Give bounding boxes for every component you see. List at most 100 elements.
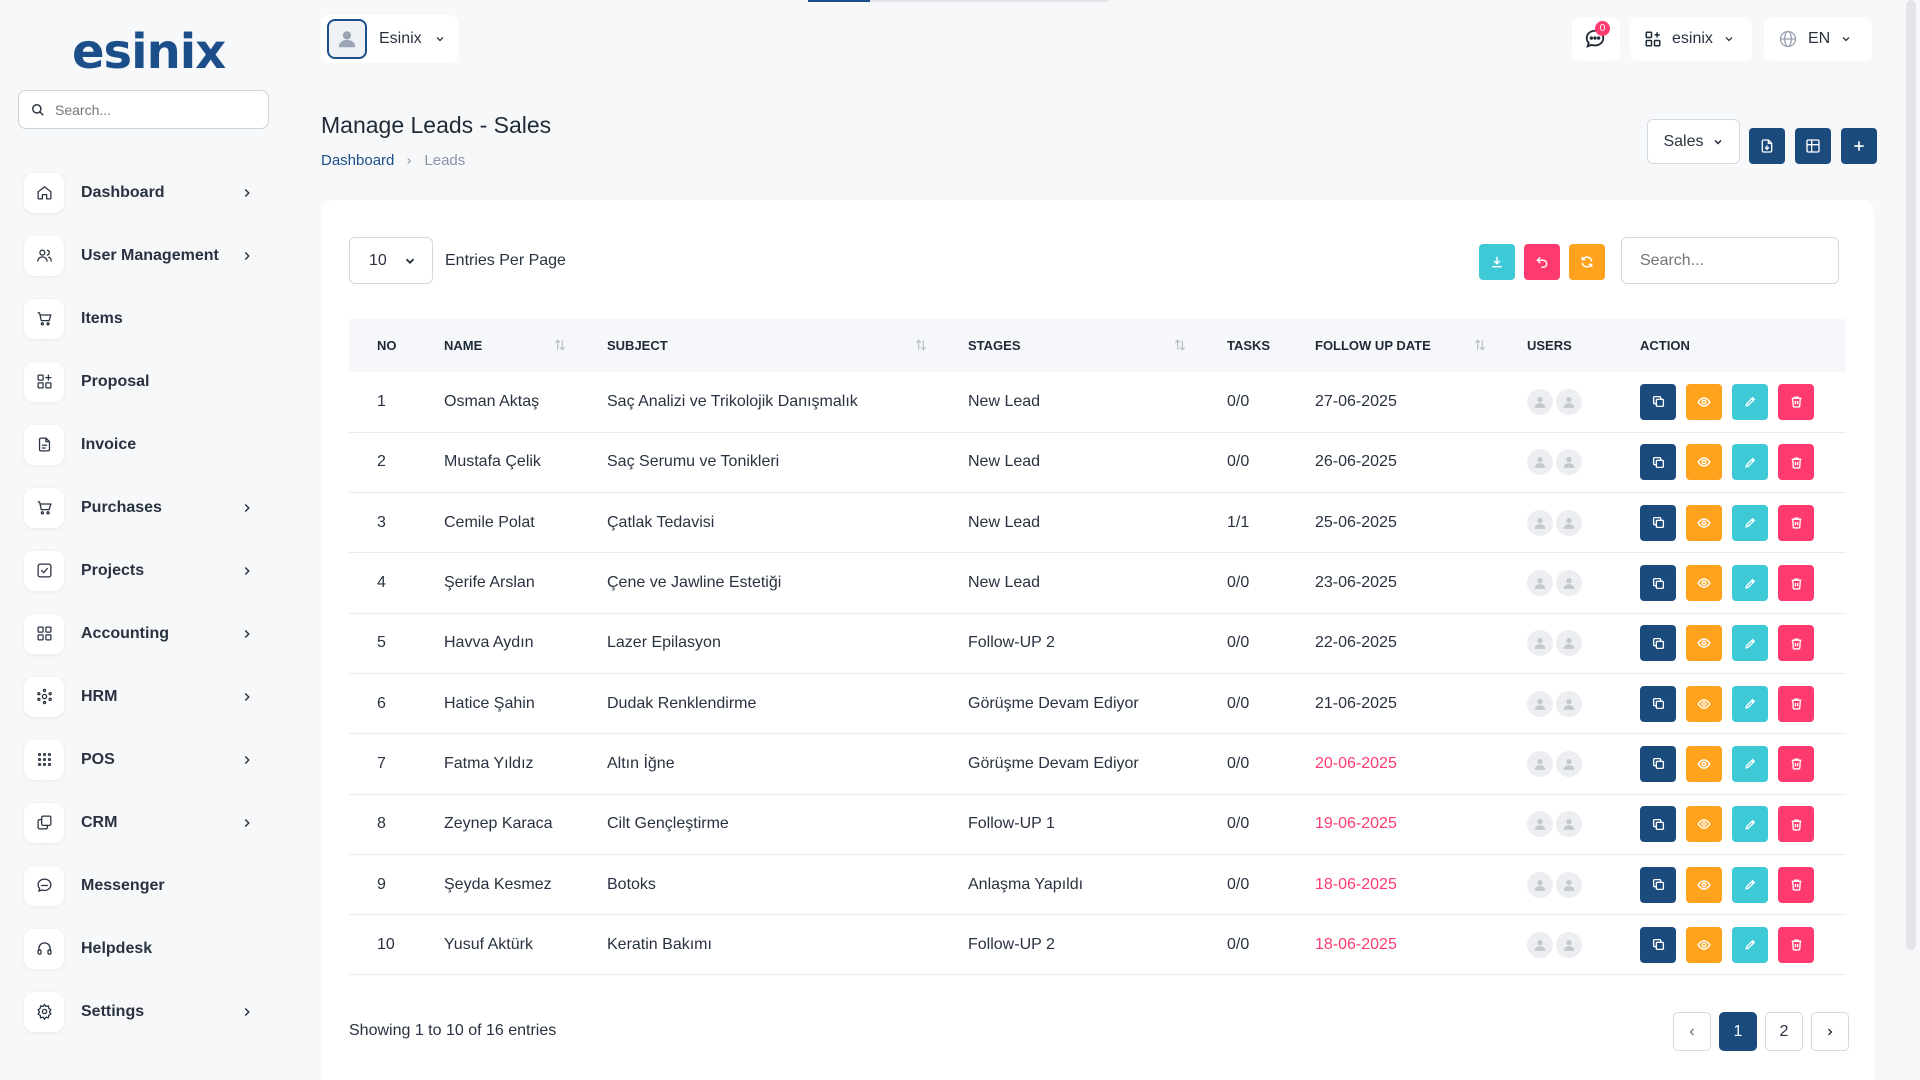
copy-button[interactable] [1640, 926, 1676, 963]
delete-button[interactable] [1778, 866, 1814, 903]
page-button-2[interactable]: 2 [1765, 1012, 1803, 1051]
copy-button[interactable] [1640, 685, 1676, 722]
delete-button[interactable] [1778, 806, 1814, 843]
sidebar-item-purchases[interactable]: Purchases [24, 476, 264, 539]
sidebar-search-input[interactable] [55, 101, 255, 118]
view-button[interactable] [1686, 806, 1722, 843]
avatar[interactable] [1556, 690, 1582, 717]
entries-per-page-select[interactable]: 10 [349, 237, 433, 284]
view-button[interactable] [1686, 383, 1722, 420]
view-button[interactable] [1686, 685, 1722, 722]
sidebar-item-messenger[interactable]: Messenger [24, 854, 264, 917]
sidebar-item-pos[interactable]: POS [24, 728, 264, 791]
copy-button[interactable] [1640, 866, 1676, 903]
delete-button[interactable] [1778, 926, 1814, 963]
sidebar-item-proposal[interactable]: Proposal [24, 350, 264, 413]
edit-button[interactable] [1732, 806, 1768, 843]
avatar[interactable] [1556, 509, 1582, 536]
avatar[interactable] [1556, 570, 1582, 597]
copy-button[interactable] [1640, 745, 1676, 782]
delete-button[interactable] [1778, 383, 1814, 420]
view-button[interactable] [1686, 745, 1722, 782]
copy-button[interactable] [1640, 806, 1676, 843]
delete-button[interactable] [1778, 745, 1814, 782]
sidebar-item-user-management[interactable]: User Management [24, 224, 264, 287]
sidebar-item-helpdesk[interactable]: Helpdesk [24, 917, 264, 980]
reset-button[interactable] [1524, 244, 1560, 280]
avatar[interactable] [1556, 931, 1582, 958]
edit-button[interactable] [1732, 444, 1768, 481]
user-menu[interactable]: Esinix [321, 15, 458, 63]
column-header-sortable[interactable]: SUBJECT [579, 319, 940, 372]
delete-button[interactable] [1778, 565, 1814, 602]
edit-button[interactable] [1732, 866, 1768, 903]
brand-logo[interactable]: esinix [72, 24, 226, 80]
avatar[interactable] [1527, 871, 1553, 898]
import-button[interactable] [1749, 128, 1785, 164]
sidebar-item-settings[interactable]: Settings [24, 980, 264, 1043]
add-lead-button[interactable] [1841, 128, 1877, 164]
delete-button[interactable] [1778, 685, 1814, 722]
column-header-sortable[interactable]: FOLLOW UP DATE [1287, 319, 1499, 372]
edit-button[interactable] [1732, 685, 1768, 722]
avatar[interactable] [1556, 871, 1582, 898]
sidebar-item-projects[interactable]: Projects [24, 539, 264, 602]
sidebar-search[interactable] [18, 90, 269, 129]
avatar[interactable] [1527, 690, 1553, 717]
edit-button[interactable] [1732, 625, 1768, 662]
export-button[interactable] [1479, 244, 1515, 280]
edit-button[interactable] [1732, 745, 1768, 782]
edit-button[interactable] [1732, 504, 1768, 541]
avatar[interactable] [1527, 449, 1553, 476]
sidebar-item-items[interactable]: Items [24, 287, 264, 350]
column-header-sortable[interactable]: STAGES [940, 319, 1199, 372]
copy-button[interactable] [1640, 565, 1676, 602]
sidebar-item-invoice[interactable]: Invoice [24, 413, 264, 476]
avatar[interactable] [1527, 750, 1553, 777]
view-button[interactable] [1686, 504, 1722, 541]
delete-button[interactable] [1778, 504, 1814, 541]
view-button[interactable] [1686, 625, 1722, 662]
edit-button[interactable] [1732, 565, 1768, 602]
view-button[interactable] [1686, 565, 1722, 602]
workspace-switcher[interactable]: esinix [1630, 17, 1752, 61]
delete-button[interactable] [1778, 625, 1814, 662]
column-header-sortable[interactable]: NAME [416, 319, 579, 372]
breadcrumb-home[interactable]: Dashboard [321, 152, 395, 169]
next-page-button[interactable] [1811, 1012, 1849, 1051]
table-search-input[interactable] [1621, 237, 1839, 284]
view-button[interactable] [1686, 444, 1722, 481]
avatar[interactable] [1527, 811, 1553, 838]
edit-button[interactable] [1732, 926, 1768, 963]
avatar[interactable] [1527, 630, 1553, 657]
copy-button[interactable] [1640, 383, 1676, 420]
page-button-1[interactable]: 1 [1719, 1012, 1757, 1051]
sidebar-item-accounting[interactable]: Accounting [24, 602, 264, 665]
avatar[interactable] [1527, 570, 1553, 597]
avatar[interactable] [1527, 931, 1553, 958]
prev-page-button[interactable] [1673, 1012, 1711, 1051]
sidebar-item-dashboard[interactable]: Dashboard [24, 161, 264, 224]
reload-button[interactable] [1569, 244, 1605, 280]
avatar[interactable] [1556, 630, 1582, 657]
avatar[interactable] [1556, 449, 1582, 476]
grid-view-button[interactable] [1795, 128, 1831, 164]
sidebar-item-hrm[interactable]: HRM [24, 665, 264, 728]
view-button[interactable] [1686, 866, 1722, 903]
copy-button[interactable] [1640, 444, 1676, 481]
copy-button[interactable] [1640, 625, 1676, 662]
page-scrollbar[interactable] [1906, 0, 1916, 950]
copy-button[interactable] [1640, 504, 1676, 541]
language-switcher[interactable]: EN [1764, 17, 1872, 61]
edit-button[interactable] [1732, 383, 1768, 420]
delete-button[interactable] [1778, 444, 1814, 481]
avatar[interactable] [1527, 388, 1553, 415]
notifications-button[interactable]: 0 [1572, 17, 1620, 61]
avatar[interactable] [1556, 750, 1582, 777]
avatar[interactable] [1556, 388, 1582, 415]
view-button[interactable] [1686, 926, 1722, 963]
sidebar-item-crm[interactable]: CRM [24, 791, 264, 854]
pipeline-select[interactable]: Sales [1647, 119, 1740, 164]
avatar[interactable] [1556, 811, 1582, 838]
avatar[interactable] [1527, 509, 1553, 536]
